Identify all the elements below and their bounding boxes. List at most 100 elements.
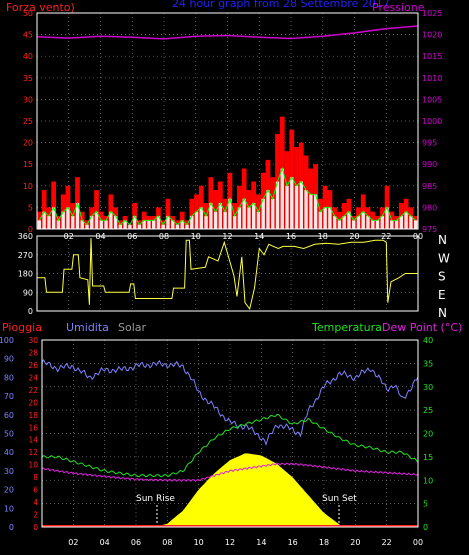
- avg-wind-bar: [318, 211, 323, 229]
- avg-wind-bar: [99, 220, 103, 229]
- rain-tick-label: 30: [28, 336, 38, 345]
- gust-bar: [213, 190, 218, 229]
- avg-wind-bar: [156, 216, 161, 229]
- humidity-tick-label: 60: [4, 411, 14, 420]
- temperature-tick-label: 40: [423, 336, 433, 345]
- gust-bar: [189, 198, 195, 229]
- x-tick-label: 00: [413, 538, 423, 547]
- avg-wind-bar: [375, 220, 380, 229]
- pressure-tick-label: 985: [422, 182, 437, 191]
- avg-wind-bar: [237, 207, 242, 229]
- avg-wind-bar: [380, 216, 384, 229]
- avg-wind-bar: [399, 216, 403, 229]
- humidity-tick-label: 100: [0, 336, 14, 345]
- avg-wind-bar: [280, 168, 284, 229]
- x-tick-label: 16: [288, 538, 298, 547]
- humidity-tick-label: 0: [9, 523, 14, 532]
- rain-tick-label: 16: [28, 423, 38, 432]
- humidity-tick-label: 90: [4, 355, 14, 364]
- x-tick-label: 12: [225, 538, 235, 547]
- humidity-line: [41, 359, 419, 446]
- avg-wind-bar: [228, 198, 232, 229]
- direction-line: [37, 238, 418, 311]
- climate-panel: Pioggia Umidita Solar Temperatura Dew Po…: [0, 321, 462, 547]
- avg-wind-bar: [285, 185, 289, 229]
- wind-tick-label: 0: [28, 225, 33, 234]
- avg-wind-bar: [409, 216, 413, 229]
- humidity-axis-title: Umidita: [66, 321, 109, 334]
- avg-wind-bar: [347, 211, 351, 229]
- avg-wind-bar: [94, 211, 99, 229]
- wind-tick-label: 15: [23, 160, 33, 169]
- avg-wind-bar: [247, 207, 251, 229]
- avg-wind-bar: [371, 220, 375, 229]
- pressure-tick-label: 1020: [422, 31, 442, 40]
- rain-tick-label: 4: [33, 498, 38, 507]
- x-tick-label: 10: [194, 538, 204, 547]
- avg-wind-bar: [271, 198, 275, 229]
- avg-wind-bar: [299, 181, 303, 229]
- avg-wind-bar: [204, 216, 208, 229]
- x-tick-label: 22: [382, 538, 392, 547]
- avg-wind-bar: [256, 211, 261, 229]
- x-tick-label: 06: [131, 538, 141, 547]
- wind-tick-label: 10: [23, 182, 33, 191]
- direction-tick-label: 0: [28, 307, 33, 316]
- direction-plot-frame: [36, 235, 419, 312]
- avg-wind-bar: [342, 216, 346, 229]
- avg-wind-line: [38, 166, 416, 226]
- gust-bar: [41, 190, 47, 229]
- avg-wind-bar: [85, 224, 89, 229]
- avg-wind-bar: [366, 216, 370, 229]
- avg-wind-bar: [71, 216, 75, 229]
- avg-wind-bar: [47, 216, 51, 229]
- humidity-tick-label: 70: [4, 392, 14, 401]
- compass-label: S: [438, 270, 446, 284]
- compass-label: N: [438, 233, 447, 247]
- avg-wind-bar: [261, 198, 265, 229]
- rain-tick-label: 10: [28, 461, 38, 470]
- rain-tick-label: 0: [33, 523, 38, 532]
- wind-tick-label: 40: [23, 52, 33, 61]
- avg-wind-bar: [394, 220, 399, 229]
- rain-tick-label: 2: [33, 511, 38, 520]
- gust-bar: [165, 198, 171, 229]
- avg-wind-bar: [37, 220, 42, 229]
- avg-wind-bar: [166, 216, 170, 229]
- avg-wind-bar: [275, 181, 280, 229]
- direction-tick-label: 270: [18, 251, 33, 260]
- avg-wind-bar: [309, 194, 313, 229]
- wind-tick-label: 5: [28, 203, 33, 212]
- humidity-tick-label: 30: [4, 467, 14, 476]
- avg-wind-bar: [232, 216, 237, 229]
- direction-tick-label: 360: [18, 232, 33, 241]
- avg-wind-bar: [252, 203, 256, 229]
- pressure-tick-label: 1025: [422, 9, 442, 18]
- wind-tick-label: 20: [23, 139, 33, 148]
- avg-wind-bar: [56, 220, 61, 229]
- rain-tick-label: 24: [28, 373, 38, 382]
- avg-wind-bar: [66, 207, 70, 229]
- x-tick-label: 02: [68, 538, 78, 547]
- wind-plot-frame: [36, 12, 419, 230]
- avg-wind-bar: [137, 224, 142, 229]
- avg-wind-bar: [152, 220, 156, 229]
- sunrise-label: Sun Rise: [136, 494, 175, 504]
- pressure-tick-label: 980: [422, 203, 437, 212]
- direction-series: [37, 238, 418, 311]
- avg-wind-bar: [190, 216, 194, 229]
- rain-axis-title: Pioggia: [2, 321, 42, 334]
- gust-bar: [94, 190, 99, 229]
- wind-tick-label: 45: [23, 31, 33, 40]
- avg-wind-bar: [290, 177, 294, 229]
- gust-bar: [51, 181, 57, 229]
- x-tick-label: 18: [319, 538, 329, 547]
- direction-tick-label: 180: [18, 270, 33, 279]
- avg-wind-bar: [180, 220, 184, 229]
- dewpoint-axis-title: Dew Point (°C): [382, 321, 462, 334]
- wind-tick-label: 30: [23, 95, 33, 104]
- compass-label: N: [438, 306, 447, 320]
- avg-wind-bar: [304, 190, 308, 229]
